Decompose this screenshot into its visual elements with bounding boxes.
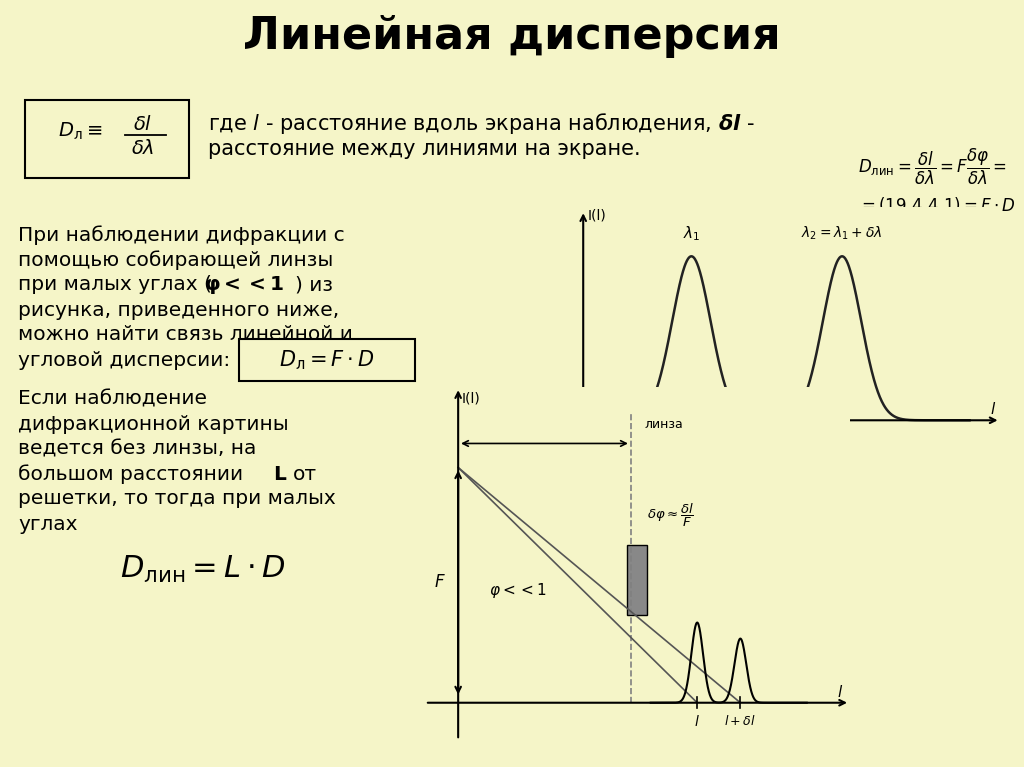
FancyBboxPatch shape bbox=[239, 339, 415, 381]
Text: Линейная дисперсия: Линейная дисперсия bbox=[243, 15, 781, 58]
Text: где $l$ - расстояние вдоль экрана наблюдения, $\boldsymbol{\delta l}$ -: где $l$ - расстояние вдоль экрана наблюд… bbox=[208, 111, 755, 137]
Text: $\varphi << 1$: $\varphi << 1$ bbox=[489, 581, 547, 600]
Text: $\boldsymbol{\varphi << 1}$: $\boldsymbol{\varphi << 1}$ bbox=[204, 274, 284, 296]
Text: углах: углах bbox=[18, 515, 78, 534]
Text: $F$: $F$ bbox=[434, 574, 445, 591]
Text: помощью собирающей линзы: помощью собирающей линзы bbox=[18, 250, 333, 270]
Text: можно найти связь линейной и: можно найти связь линейной и bbox=[18, 325, 353, 344]
Text: ) из: ) из bbox=[295, 275, 333, 295]
Text: угловой дисперсии:: угловой дисперсии: bbox=[18, 351, 230, 370]
Text: расстояние между линиями на экране.: расстояние между линиями на экране. bbox=[208, 139, 641, 159]
Text: $\delta l$: $\delta l$ bbox=[759, 449, 774, 464]
Text: $D_{\rm л} \equiv$: $D_{\rm л} \equiv$ bbox=[57, 120, 102, 142]
Text: при малых углах (: при малых углах ( bbox=[18, 275, 212, 295]
Text: решетки, то тогда при малых: решетки, то тогда при малых bbox=[18, 489, 336, 509]
Text: $\lambda_2 = \lambda_1 + \delta\lambda$: $\lambda_2 = \lambda_1 + \delta\lambda$ bbox=[802, 225, 883, 242]
Text: $l$: $l$ bbox=[989, 401, 995, 416]
Text: $l$: $l$ bbox=[694, 714, 700, 729]
Text: $\delta l$: $\delta l$ bbox=[133, 116, 153, 134]
Text: рисунка, приведенного ниже,: рисунка, приведенного ниже, bbox=[18, 301, 339, 320]
Text: $\delta\varphi \approx \dfrac{\delta l}{F}$: $\delta\varphi \approx \dfrac{\delta l}{… bbox=[647, 502, 694, 529]
Text: $l + \delta l$: $l + \delta l$ bbox=[724, 714, 757, 729]
Text: I(l): I(l) bbox=[588, 209, 606, 222]
Text: от: от bbox=[293, 465, 317, 483]
Text: $l_2$: $l_2$ bbox=[837, 425, 848, 442]
Text: I(l): I(l) bbox=[462, 391, 481, 405]
Text: $\mathbf{L}$: $\mathbf{L}$ bbox=[273, 465, 288, 483]
Text: $D_{\rm л} = F \cdot D$: $D_{\rm л} = F \cdot D$ bbox=[280, 348, 375, 372]
Text: $\lambda_1$: $\lambda_1$ bbox=[683, 224, 700, 242]
Text: ведется без линзы, на: ведется без линзы, на bbox=[18, 439, 256, 459]
Text: $\delta\lambda$: $\delta\lambda$ bbox=[131, 140, 155, 159]
FancyBboxPatch shape bbox=[25, 100, 189, 178]
Text: $D_{\rm лин} = \dfrac{\delta l}{\delta\lambda} = F\dfrac{\delta\varphi}{\delta\l: $D_{\rm лин} = \dfrac{\delta l}{\delta\l… bbox=[858, 147, 1007, 187]
Text: Если наблюдение: Если наблюдение bbox=[18, 390, 207, 409]
FancyBboxPatch shape bbox=[628, 545, 647, 614]
Text: линза: линза bbox=[644, 418, 683, 431]
Text: дифракционной картины: дифракционной картины bbox=[18, 414, 289, 433]
Text: $l_1$: $l_1$ bbox=[686, 425, 697, 442]
Text: $= (19.4.4.1) = F \cdot D$: $= (19.4.4.1) = F \cdot D$ bbox=[858, 195, 1016, 215]
Text: $D_{\rm лин} = L \cdot D$: $D_{\rm лин} = L \cdot D$ bbox=[120, 554, 286, 584]
Text: большом расстоянии: большом расстоянии bbox=[18, 464, 243, 484]
Text: $l$: $l$ bbox=[837, 684, 843, 700]
Text: При наблюдении дифракции с: При наблюдении дифракции с bbox=[18, 225, 345, 245]
